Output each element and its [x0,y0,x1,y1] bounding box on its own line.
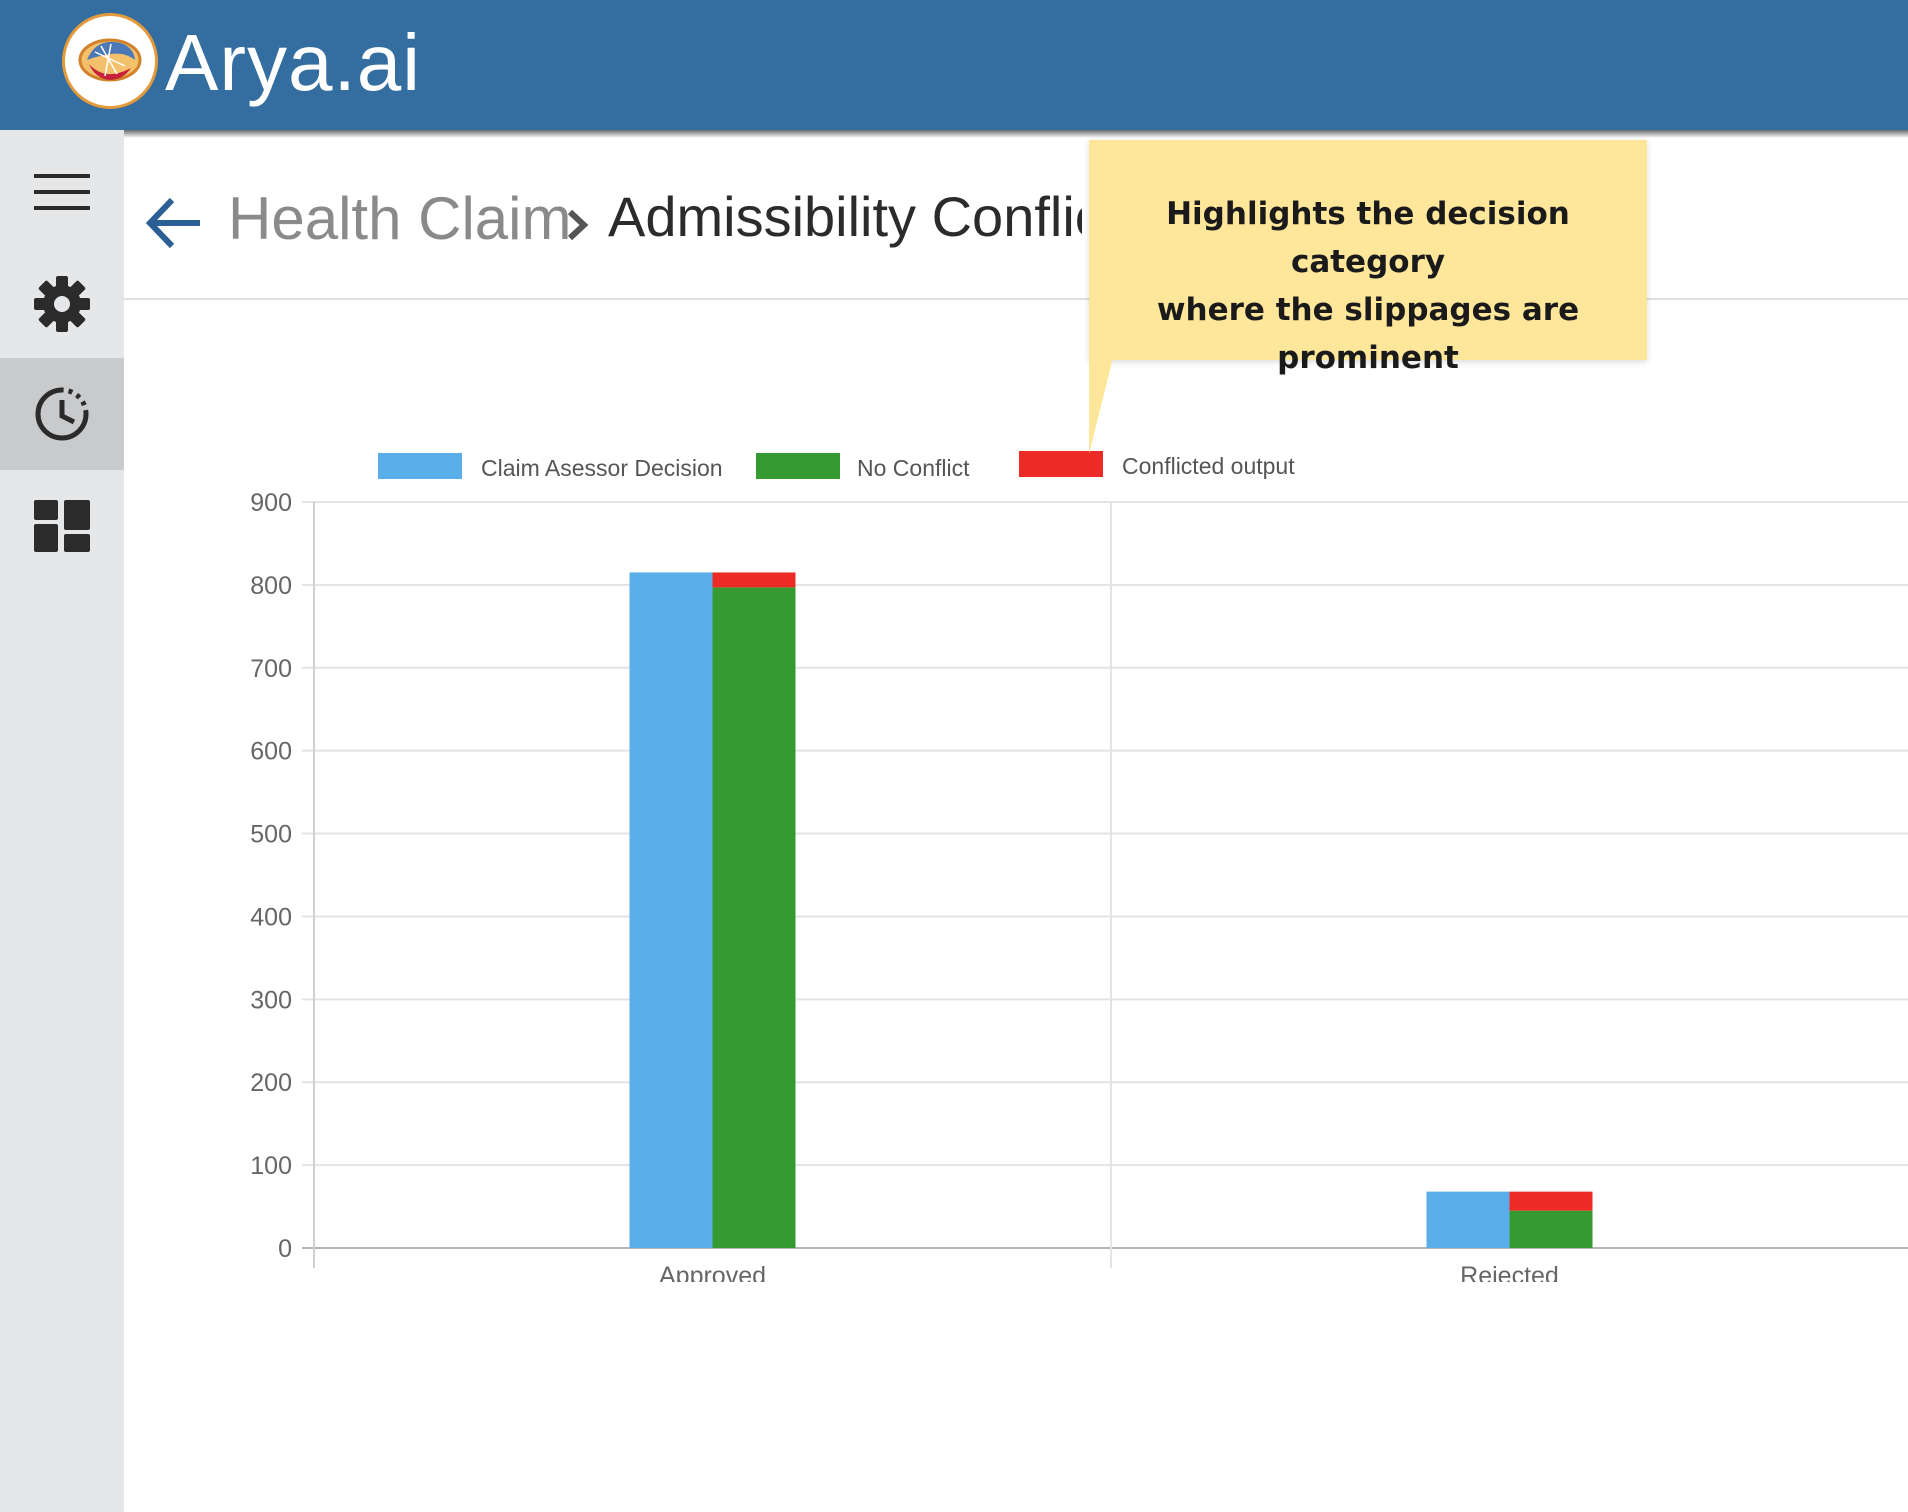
sidebar [0,130,124,1512]
y-tick-label: 900 [250,489,292,517]
y-tick-label: 0 [278,1235,292,1263]
bar-approved-conflicted-output [712,572,796,588]
y-tick-label: 100 [250,1152,292,1180]
y-tick-label: 500 [250,821,292,849]
app-header [0,0,1908,130]
logo-icon[interactable] [62,13,158,109]
legend-label-3: Conflicted output [1122,453,1295,479]
y-tick-label: 400 [250,903,292,931]
bar-approved-no-conflict [712,587,796,1248]
history-button[interactable] [0,358,124,470]
header-shadow [124,130,1908,138]
legend-label-1: Claim Asessor Decision [481,455,723,481]
legend-swatch-3 [1017,449,1105,479]
brand-name: Arya.ai [165,18,421,107]
tooltip-callout: Highlights the decision category where t… [1089,140,1647,376]
legend-label-2: No Conflict [857,455,970,481]
settings-button[interactable] [0,248,124,360]
chart-bottom-mask [0,1282,1908,1512]
history-icon [35,387,89,441]
breadcrumb-current: Admissibility Conflicts [608,185,1082,248]
bar-approved-decision [629,572,713,1248]
y-tick-label: 600 [250,738,292,766]
y-tick-label: 700 [250,655,292,683]
legend-swatch-1 [376,451,464,481]
chevron-right-icon [567,209,589,241]
menu-button[interactable] [0,136,124,248]
bar-rejected-conflicted-output [1509,1191,1593,1211]
breadcrumb-parent[interactable]: Health Claim [228,185,572,252]
page-header: Health Claim Admissibility Conflicts [124,138,1908,300]
back-arrow-icon[interactable] [144,196,204,250]
y-tick-label: 800 [250,572,292,600]
bar-rejected-no-conflict [1509,1210,1593,1248]
y-tick-label: 200 [250,1069,292,1097]
tooltip-text: Highlights the decision category where t… [1156,196,1580,376]
tooltip-pointer [1089,358,1113,454]
y-tick-label: 300 [250,986,292,1014]
dashboard-icon [34,500,90,552]
gear-icon [34,276,90,332]
dashboard-button[interactable] [0,470,124,582]
legend-swatch-2 [754,451,842,481]
bar-rejected-decision [1426,1191,1510,1248]
hamburger-icon [34,174,90,210]
